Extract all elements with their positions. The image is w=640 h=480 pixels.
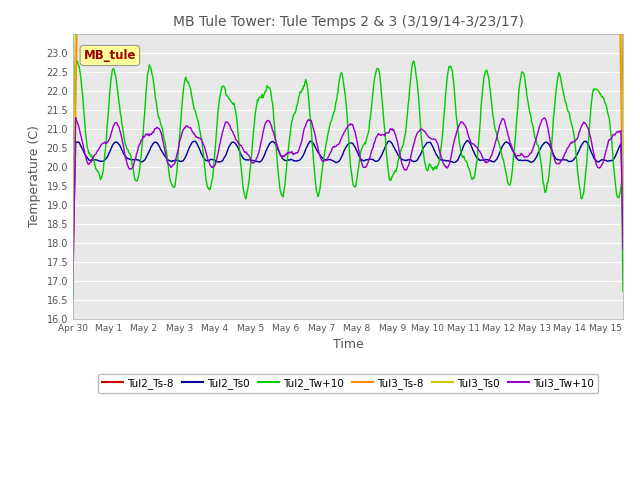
Tul2_Ts0	[103, 155, 111, 161]
Tul2_Ts-8	[69, 259, 77, 265]
Tul2_Tw+10	[69, 297, 77, 303]
Tul3_Tw+10	[104, 139, 111, 145]
Tul3_Ts-8	[69, 278, 77, 284]
Tul2_Tw+10	[389, 171, 397, 177]
Tul3_Tw+10	[69, 278, 77, 284]
Tul2_Ts0	[420, 145, 428, 151]
Tul3_Ts-8	[619, 236, 627, 242]
Tul2_Tw+10	[404, 109, 412, 115]
Tul2_Ts0	[69, 248, 77, 253]
Line: Tul2_Tw+10: Tul2_Tw+10	[73, 61, 623, 300]
Tul3_Tw+10	[420, 128, 428, 133]
Tul3_Ts0	[69, 248, 77, 253]
Tul2_Ts0	[487, 158, 495, 164]
Tul2_Tw+10	[73, 58, 81, 64]
X-axis label: Time: Time	[333, 338, 364, 351]
Tul3_Tw+10	[487, 153, 495, 159]
Y-axis label: Temperature (C): Temperature (C)	[28, 126, 41, 228]
Tul2_Tw+10	[619, 289, 627, 295]
Tul2_Ts0	[403, 157, 411, 163]
Title: MB Tule Tower: Tule Temps 2 & 3 (3/19/14-3/23/17): MB Tule Tower: Tule Temps 2 & 3 (3/19/14…	[173, 15, 524, 29]
Line: Tul3_Ts0: Tul3_Ts0	[73, 0, 623, 251]
Tul3_Tw+10	[389, 128, 397, 133]
Text: MB_tule: MB_tule	[84, 49, 136, 62]
Line: Tul2_Ts0: Tul2_Ts0	[73, 141, 623, 251]
Line: Tul2_Ts-8: Tul2_Ts-8	[73, 0, 623, 262]
Tul2_Ts-8	[619, 157, 627, 163]
Tul3_Tw+10	[404, 164, 412, 170]
Tul2_Tw+10	[104, 121, 111, 127]
Tul3_Tw+10	[72, 115, 79, 120]
Tul2_Ts0	[619, 220, 627, 226]
Line: Tul3_Ts-8: Tul3_Ts-8	[73, 0, 623, 281]
Tul2_Ts0	[463, 138, 471, 144]
Tul3_Tw+10	[543, 123, 551, 129]
Tul2_Ts0	[543, 140, 551, 145]
Tul3_Tw+10	[619, 246, 627, 252]
Tul2_Ts0	[388, 141, 396, 147]
Tul2_Tw+10	[420, 155, 428, 161]
Line: Tul3_Tw+10: Tul3_Tw+10	[73, 118, 623, 281]
Tul2_Tw+10	[487, 94, 495, 99]
Legend: Tul2_Ts-8, Tul2_Ts0, Tul2_Tw+10, Tul3_Ts-8, Tul3_Ts0, Tul3_Tw+10: Tul2_Ts-8, Tul2_Ts0, Tul2_Tw+10, Tul3_Ts…	[98, 374, 598, 393]
Tul3_Ts0	[619, 160, 627, 166]
Tul2_Tw+10	[543, 180, 551, 185]
